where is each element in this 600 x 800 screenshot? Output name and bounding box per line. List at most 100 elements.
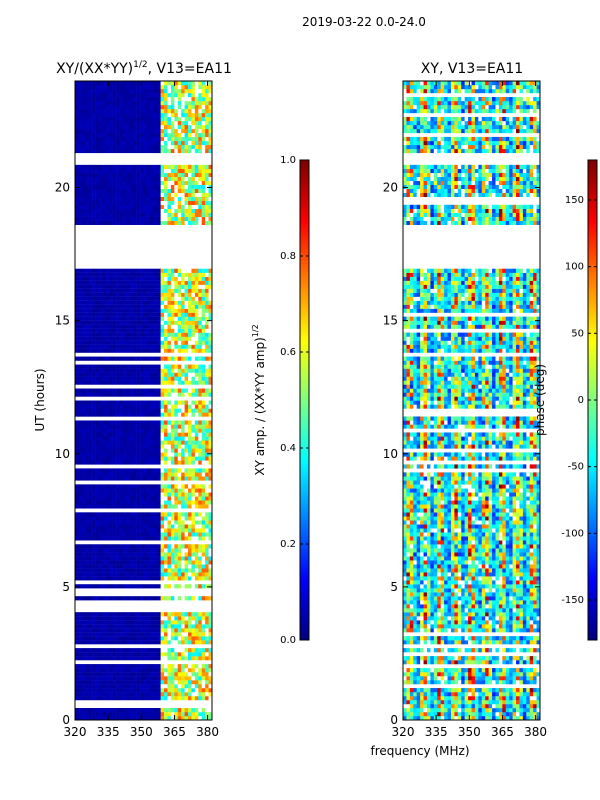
heatmap-cell [85, 612, 89, 617]
heatmap-cell [78, 212, 83, 217]
heatmap-cell [75, 452, 79, 457]
heatmap-cell [164, 292, 168, 297]
heatmap-cell [143, 276, 148, 281]
heatmap-cell [194, 444, 199, 449]
heatmap-cell [92, 368, 96, 373]
heatmap-cell [122, 292, 127, 297]
heatmap-cell [88, 136, 93, 142]
heatmap-cell [112, 272, 117, 277]
heatmap-cell [205, 220, 209, 225]
heatmap-cell [109, 204, 113, 209]
heatmap-cell [164, 92, 168, 98]
heatmap-cell [167, 144, 172, 150]
heatmap-cell [102, 324, 107, 329]
heatmap-cell [98, 328, 103, 333]
heatmap-cell [205, 284, 209, 289]
heatmap-cell [146, 488, 151, 493]
heatmap-cell [116, 280, 120, 285]
heatmap-cell [201, 368, 206, 373]
heatmap-cell [167, 536, 172, 541]
heatmap-cell [153, 324, 158, 329]
heatmap-cell [153, 556, 158, 561]
heatmap-cell [194, 412, 199, 417]
heatmap-cell [188, 120, 192, 126]
heatmap-cell [194, 612, 199, 617]
heatmap-cell [184, 356, 189, 361]
heatmap-cell [208, 664, 213, 669]
heatmap-cell [88, 424, 93, 429]
heatmap-cell [164, 120, 168, 126]
heatmap-cell [150, 304, 155, 309]
heatmap-cell [191, 656, 196, 661]
heatmap-cell [95, 636, 100, 641]
heatmap-cell [170, 472, 175, 477]
heatmap-cell [129, 368, 134, 373]
heatmap-cell [102, 344, 107, 349]
heatmap-cell [112, 556, 117, 561]
heatmap-cell [112, 376, 117, 381]
heatmap-cell [167, 672, 172, 677]
heatmap-cell [167, 476, 172, 481]
heatmap-cell [136, 500, 141, 505]
heatmap-cell [194, 136, 199, 142]
heatmap-cell [174, 336, 179, 341]
heatmap-cell [105, 532, 110, 537]
heatmap-cell [98, 668, 103, 673]
heatmap-cell [105, 368, 110, 373]
heatmap-cell [102, 456, 107, 461]
heatmap-cell [181, 380, 185, 385]
heatmap-cell [102, 144, 107, 150]
heatmap-cell [81, 568, 86, 573]
heatmap-cell [170, 88, 175, 94]
heatmap-cell [140, 656, 144, 661]
heatmap-cell [119, 624, 124, 629]
heatmap-cell [160, 180, 165, 186]
heatmap-cell [150, 112, 155, 118]
heatmap-cell [177, 380, 182, 385]
heatmap-cell [191, 364, 196, 369]
heatmap-cell [81, 120, 86, 126]
heatmap-cell [140, 444, 144, 449]
heatmap-cell [146, 568, 151, 573]
heatmap-cell [181, 544, 185, 549]
heatmap-cell [153, 448, 158, 453]
heatmap-cell [181, 268, 185, 273]
heatmap-cell [146, 404, 151, 409]
heatmap-cell [198, 544, 203, 549]
heatmap-cell [201, 108, 206, 114]
heatmap-cell [85, 128, 89, 134]
heatmap-cell [160, 192, 165, 198]
heatmap-cell [81, 300, 86, 305]
heatmap-cell [194, 268, 199, 273]
heatmap-cell [184, 440, 189, 445]
heatmap-cell [98, 280, 103, 285]
heatmap-cell [95, 148, 100, 154]
heatmap-cell [88, 536, 93, 541]
heatmap-cell [105, 456, 110, 461]
heatmap-cell [170, 536, 175, 541]
heatmap-cell [92, 468, 96, 473]
heatmap-cell [116, 692, 120, 697]
heatmap-cell [188, 392, 192, 397]
heatmap-cell [146, 96, 151, 102]
heatmap-cell [174, 268, 179, 273]
heatmap-cell [116, 212, 120, 217]
heatmap-cell [88, 116, 93, 122]
heatmap-cell [164, 364, 168, 369]
heatmap-cell [119, 304, 124, 309]
heatmap-cell [95, 400, 100, 405]
heatmap-cell [109, 716, 113, 721]
heatmap-cell [170, 124, 175, 130]
heatmap-cell [105, 656, 110, 661]
heatmap-cell [174, 320, 179, 325]
heatmap-cell [146, 640, 151, 645]
heatmap-cell [174, 616, 179, 621]
heatmap-cell [126, 584, 131, 589]
heatmap-cell [191, 312, 196, 317]
heatmap-cell [109, 192, 113, 198]
heatmap-cell [191, 444, 196, 449]
heatmap-cell [184, 192, 189, 198]
heatmap-cell [133, 620, 137, 625]
heatmap-cell [143, 136, 148, 142]
heatmap-cell [174, 276, 179, 281]
